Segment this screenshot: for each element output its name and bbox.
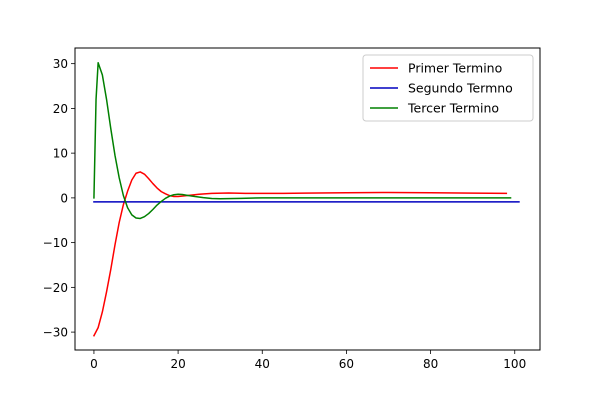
x-tick-label: 60 bbox=[339, 357, 354, 371]
x-tick-label: 20 bbox=[170, 357, 185, 371]
x-tick-label: 0 bbox=[90, 357, 98, 371]
y-tick-label: −10 bbox=[43, 236, 68, 250]
plot-lines bbox=[92, 62, 520, 337]
y-tick-label: 30 bbox=[53, 57, 68, 71]
series-line-tercer-termino bbox=[93, 62, 512, 220]
y-tick-label: −20 bbox=[43, 281, 68, 295]
x-tick-label: 40 bbox=[255, 357, 270, 371]
legend-box bbox=[362, 54, 534, 122]
x-axis: 0 20 40 60 80 100 bbox=[90, 350, 526, 371]
x-tick-label: 100 bbox=[503, 357, 526, 371]
x-tick-label: 80 bbox=[423, 357, 438, 371]
y-tick-label: 10 bbox=[53, 147, 68, 161]
legend-label-tercer-termino: Tercer Termino bbox=[407, 101, 499, 116]
y-tick-label: 20 bbox=[53, 102, 68, 116]
legend-label-segundo-termno: Segundo Termno bbox=[408, 81, 513, 96]
y-axis: −30 −20 −10 0 10 20 30 bbox=[43, 57, 75, 340]
legend: Primer Termino Segundo Termno Tercer Termi… bbox=[362, 54, 534, 122]
series-line-primer-termino bbox=[92, 171, 508, 337]
y-tick-label: 0 bbox=[60, 191, 68, 205]
legend-label-primer-termino: Primer Termino bbox=[408, 61, 502, 76]
axes-frame bbox=[74, 47, 541, 351]
y-tick-label: −30 bbox=[43, 326, 68, 340]
